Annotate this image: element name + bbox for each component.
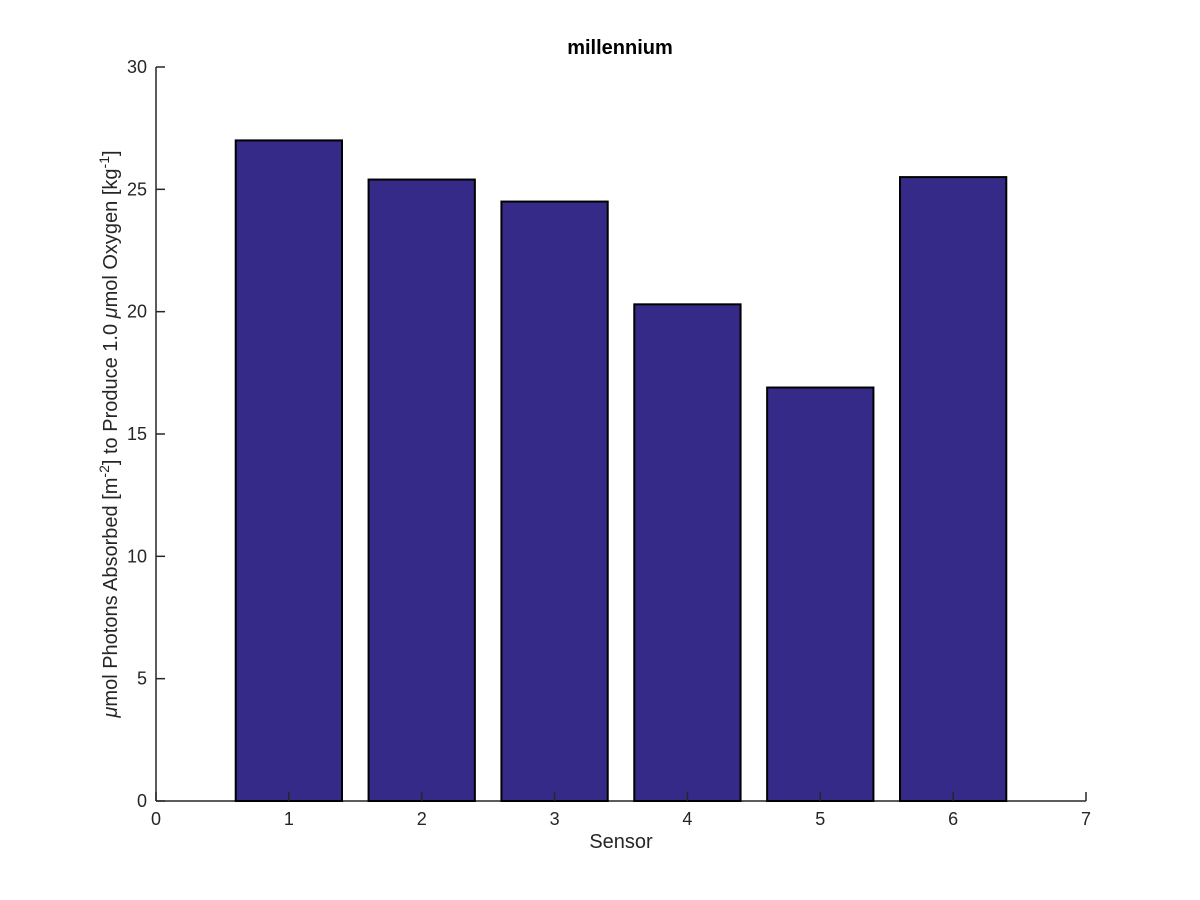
bar-sensor-2 bbox=[367, 178, 476, 802]
y-axis-label-part: ] to Produce 1.0 bbox=[100, 318, 122, 465]
bar-sensor-5 bbox=[766, 386, 875, 802]
x-tick-label: 0 bbox=[151, 809, 161, 829]
y-axis-label-part: -2 bbox=[96, 465, 112, 478]
x-tick-label: 6 bbox=[948, 809, 958, 829]
y-axis-label-part: mol Photons Absorbed [m bbox=[100, 478, 122, 707]
y-tick-label: 25 bbox=[127, 179, 147, 199]
bar-sensor-4 bbox=[633, 303, 742, 802]
y-axis-label-part: ] bbox=[100, 150, 122, 156]
x-tick-label: 2 bbox=[417, 809, 427, 829]
y-tick-label: 15 bbox=[127, 424, 147, 444]
x-tick-label: 3 bbox=[550, 809, 560, 829]
bar-sensor-3 bbox=[500, 200, 609, 803]
bars bbox=[234, 139, 1008, 803]
y-axis-label: μmol Photons Absorbed [m-2] to Produce 1… bbox=[96, 150, 122, 718]
bar-sensor-6 bbox=[899, 176, 1008, 803]
y-axis-label-part: -1 bbox=[96, 156, 112, 169]
y-tick-label: 30 bbox=[127, 57, 147, 77]
y-tick-label: 0 bbox=[137, 791, 147, 811]
bar-sensor-1 bbox=[234, 139, 343, 802]
x-tick-label: 7 bbox=[1081, 809, 1091, 829]
ticks: 0 1 2 3 4 5 6 7 0 5 10 15 20 25 30 bbox=[127, 57, 1091, 829]
chart-title: millennium bbox=[567, 37, 673, 59]
x-tick-label: 5 bbox=[815, 809, 825, 829]
x-tick-label: 1 bbox=[284, 809, 294, 829]
y-tick-label: 10 bbox=[127, 546, 147, 566]
y-axis-label-part: mol Oxygen [kg bbox=[100, 168, 122, 307]
x-axis-label: Sensor bbox=[589, 831, 653, 853]
y-axis-label-part: μ bbox=[100, 707, 122, 719]
y-tick-label: 5 bbox=[137, 669, 147, 689]
x-tick-label: 4 bbox=[682, 809, 692, 829]
y-tick-label: 20 bbox=[127, 302, 147, 322]
y-axis-label-part: μ bbox=[100, 307, 122, 319]
